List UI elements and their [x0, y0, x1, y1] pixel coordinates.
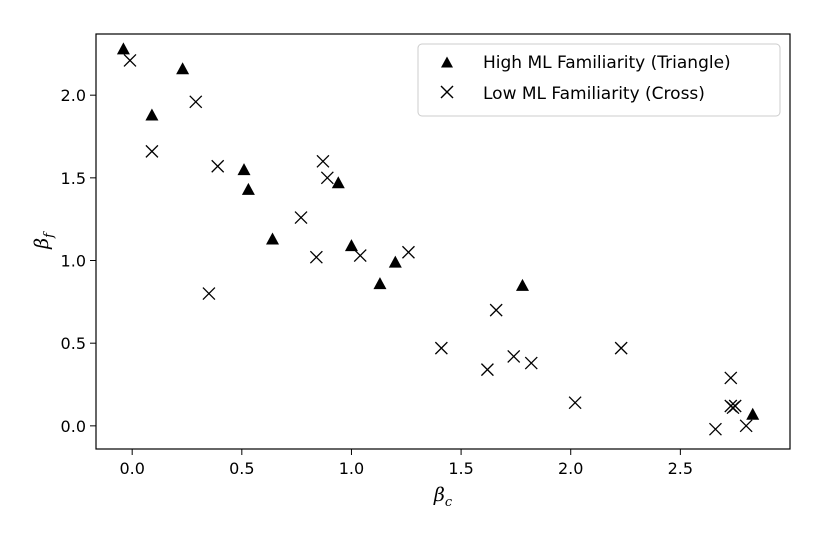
x-axis-label: βc — [433, 484, 453, 510]
low-familiarity-point — [489, 303, 503, 317]
high-familiarity-point — [116, 42, 130, 55]
low-familiarity-point — [211, 159, 225, 173]
low-familiarity-point — [309, 250, 323, 264]
high-familiarity-point — [746, 407, 760, 420]
x-tick-label: 1.0 — [339, 459, 364, 478]
low-familiarity-point — [294, 211, 308, 224]
legend: High ML Familiarity (Triangle) Low ML Fa… — [417, 43, 781, 117]
x-tick-label: 0.5 — [229, 459, 254, 478]
high-familiarity-point — [145, 108, 159, 121]
low-familiarity-point — [320, 171, 334, 185]
low-familiarity-point — [123, 53, 137, 67]
high-familiarity-point — [241, 182, 255, 195]
low-familiarity-point — [708, 422, 722, 436]
legend-cross-marker — [440, 85, 454, 99]
low-familiarity-point — [524, 356, 538, 370]
y-tick-label: 0.5 — [61, 334, 86, 353]
low-familiarity-point — [728, 399, 742, 413]
low-familiarity-point — [353, 249, 367, 263]
low-familiarity-point — [202, 287, 216, 301]
high-familiarity-point — [237, 163, 251, 176]
y-tick-label: 1.0 — [61, 252, 86, 271]
y-axis-label: βf — [31, 231, 57, 250]
y-axis: 0.0 0.5 1.0 1.5 2.0 — [61, 86, 96, 436]
low-familiarity-point — [189, 95, 203, 109]
high-familiarity-point — [266, 232, 280, 245]
x-tick-label: 2.5 — [668, 459, 693, 478]
legend-label-low: Low ML Familiarity (Cross) — [483, 84, 705, 104]
low-familiarity-point — [316, 154, 330, 168]
high-familiarity-point — [331, 176, 345, 189]
low-familiarity-point — [724, 371, 738, 385]
high-familiarity-point — [373, 277, 387, 290]
x-tick-label: 0.0 — [119, 459, 144, 478]
high-familiarity-point — [176, 62, 190, 75]
legend-frame — [417, 43, 781, 117]
low-familiarity-point — [145, 144, 159, 158]
low-familiarity-point — [614, 341, 628, 355]
legend-triangle-marker — [441, 56, 453, 68]
x-axis: 0.0 0.5 1.0 1.5 2.0 2.5 — [119, 449, 693, 478]
low-familiarity-point — [434, 341, 448, 355]
high-familiarity-point — [344, 239, 358, 252]
x-tick-label: 2.0 — [558, 459, 583, 478]
low-familiarity-point — [507, 349, 521, 363]
low-familiarity-point — [568, 396, 582, 410]
y-tick-label: 2.0 — [61, 86, 86, 105]
high-familiarity-point — [388, 255, 402, 268]
low-familiarity-point — [739, 419, 753, 433]
low-familiarity-point — [402, 245, 415, 259]
legend-label-high: High ML Familiarity (Triangle) — [483, 53, 731, 73]
low-familiarity-point — [480, 363, 494, 377]
high-familiarity-point — [515, 278, 529, 291]
data-points — [116, 42, 760, 436]
y-tick-label: 0.0 — [61, 417, 86, 436]
plot-frame — [95, 33, 791, 450]
y-tick-label: 1.5 — [61, 169, 86, 188]
x-tick-label: 1.5 — [448, 459, 473, 478]
